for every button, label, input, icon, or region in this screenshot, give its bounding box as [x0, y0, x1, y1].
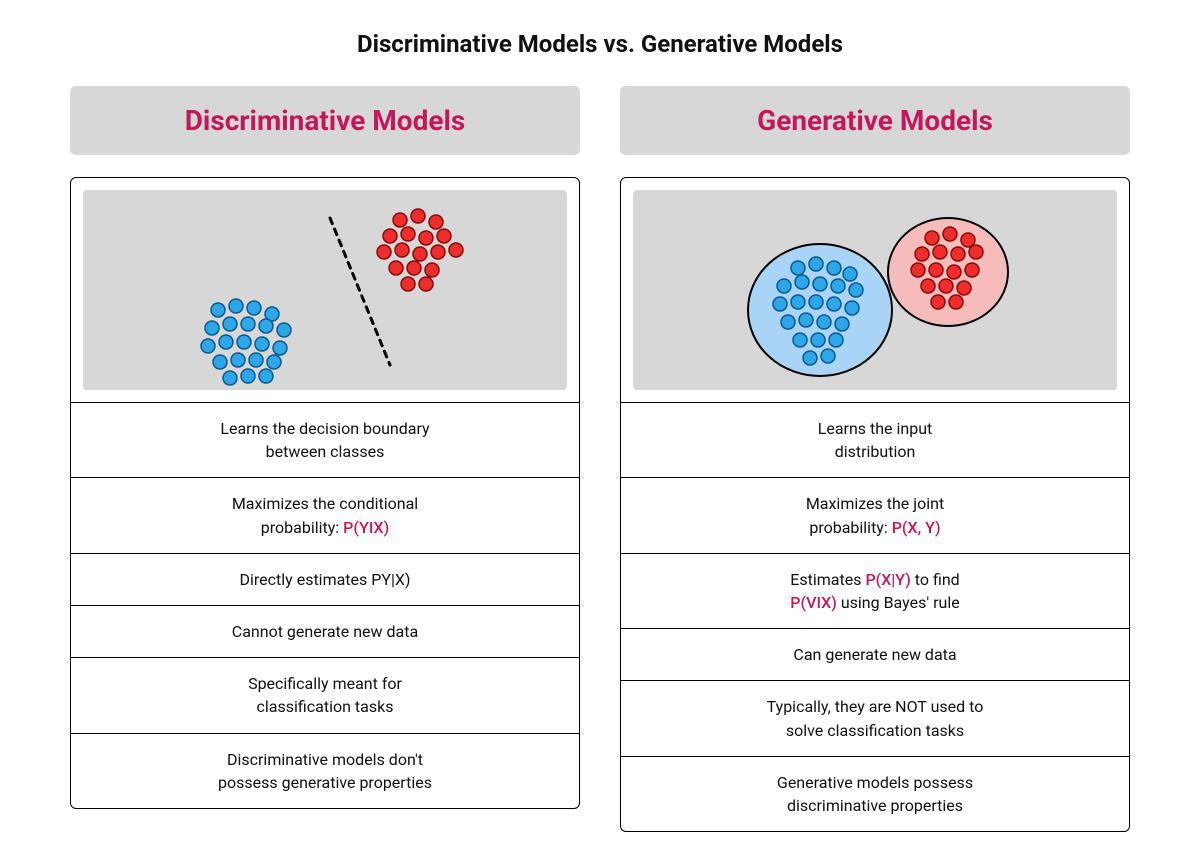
right-row-5: Generative models possess discriminative…	[621, 756, 1129, 831]
right-visualization	[633, 190, 1117, 390]
text-line: Maximizes the joint	[806, 494, 944, 513]
left-row-3: Cannot generate new data	[71, 605, 579, 657]
left-row-5: Discriminative models don't possess gene…	[71, 733, 579, 808]
text-line: between classes	[266, 442, 385, 461]
text-line: using Bayes' rule	[837, 593, 960, 612]
left-row-2: Directly estimates PY|X)	[71, 553, 579, 605]
formula: P(X, Y)	[892, 518, 941, 537]
text-line: Generative models possess	[777, 773, 973, 792]
left-column: Discriminative Models Learns the decisio…	[70, 86, 580, 832]
text-line: Learns the input	[818, 419, 933, 438]
left-header: Discriminative Models	[70, 86, 580, 155]
page-title: Discriminative Models vs. Generative Mod…	[70, 30, 1130, 58]
right-header: Generative Models	[620, 86, 1130, 155]
text-line: possess generative properties	[218, 773, 432, 792]
columns-wrapper: Discriminative Models Learns the decisio…	[70, 86, 1130, 832]
left-row-1: Maximizes the conditional probability: P…	[71, 477, 579, 552]
text-line: Discriminative models don't	[227, 750, 423, 769]
text-line: discriminative properties	[787, 796, 963, 815]
right-row-1: Maximizes the joint probability: P(X, Y)	[621, 477, 1129, 552]
discriminative-scatter-svg	[83, 190, 567, 390]
text-line: to find	[911, 570, 960, 589]
text-line: Specifically meant for	[248, 674, 402, 693]
right-row-3: Can generate new data	[621, 628, 1129, 680]
left-row-0: Learns the decision boundary between cla…	[71, 402, 579, 477]
text-line: probability:	[809, 518, 891, 537]
text-line: Cannot generate new data	[232, 622, 418, 641]
text-line: distribution	[835, 442, 916, 461]
text-line: Typically, they are NOT used to	[767, 697, 984, 716]
text-line: Maximizes the conditional	[232, 494, 418, 513]
generative-scatter-svg	[633, 190, 1117, 390]
right-column: Generative Models Learns the input distr…	[620, 86, 1130, 832]
text-line: classification tasks	[257, 697, 394, 716]
text-line: Can generate new data	[793, 645, 956, 664]
right-card: Learns the input distribution Maximizes …	[620, 177, 1130, 832]
right-row-4: Typically, they are NOT used to solve cl…	[621, 680, 1129, 755]
text-line: Directly estimates	[240, 570, 372, 589]
text-line: solve classification tasks	[786, 721, 964, 740]
formula: P(VIX)	[790, 593, 837, 612]
text-line: Estimates	[790, 570, 865, 589]
formula: P(X|Y)	[865, 570, 910, 589]
text-line: probability:	[261, 518, 343, 537]
formula-plain: PY|X)	[371, 570, 410, 589]
right-row-0: Learns the input distribution	[621, 402, 1129, 477]
left-card: Learns the decision boundary between cla…	[70, 177, 580, 809]
formula: P(YIX)	[343, 518, 389, 537]
left-row-4: Specifically meant for classification ta…	[71, 657, 579, 732]
left-visualization	[83, 190, 567, 390]
right-row-2: Estimates P(X|Y) to find P(VIX) using Ba…	[621, 553, 1129, 628]
text-line: Learns the decision boundary	[220, 419, 429, 438]
